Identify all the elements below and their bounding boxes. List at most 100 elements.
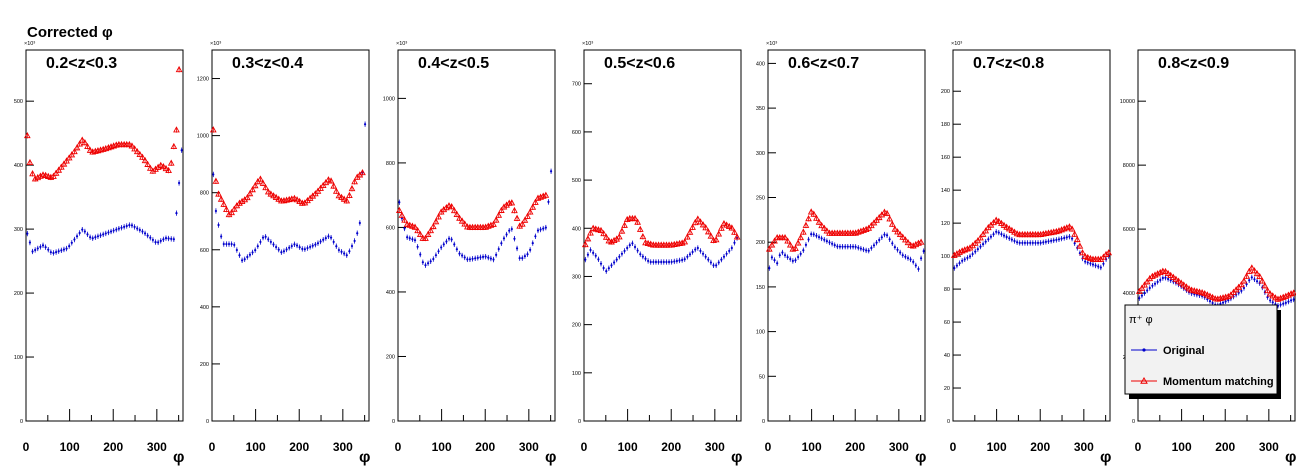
data-point xyxy=(290,244,293,248)
y-tick-label: 8000 xyxy=(1123,163,1135,169)
data-point xyxy=(786,241,794,248)
data-point xyxy=(605,237,613,244)
y-tick-label: 500 xyxy=(572,178,581,184)
series-original xyxy=(212,121,367,263)
data-point xyxy=(1044,240,1047,243)
data-point xyxy=(521,256,524,260)
data-point xyxy=(1183,283,1190,290)
y-tick-label: 400 xyxy=(386,290,395,296)
data-point xyxy=(37,172,44,179)
x-tick-label: 100 xyxy=(1172,440,1192,454)
series-momentum-matching xyxy=(23,65,183,182)
data-point xyxy=(612,261,616,264)
data-point xyxy=(76,140,83,147)
data-point xyxy=(1002,234,1006,237)
data-point xyxy=(950,251,958,258)
data-point xyxy=(31,250,34,253)
data-point xyxy=(516,222,524,229)
data-point xyxy=(162,238,165,241)
data-point xyxy=(524,212,531,219)
data-point xyxy=(149,236,152,239)
data-point xyxy=(230,242,233,246)
data-point xyxy=(1094,264,1097,267)
data-point xyxy=(1084,253,1092,261)
series-original xyxy=(26,147,183,256)
data-point xyxy=(599,262,603,265)
data-point xyxy=(427,226,435,234)
data-point xyxy=(1166,277,1170,281)
data-point xyxy=(1000,232,1003,236)
y-tick-label: 100 xyxy=(14,355,23,361)
data-point xyxy=(1026,241,1029,245)
data-point xyxy=(259,240,262,244)
data-point xyxy=(686,228,694,235)
data-point xyxy=(1021,241,1024,245)
data-point xyxy=(542,227,545,230)
legend-label: Momentum matching xyxy=(1163,376,1274,388)
y-tick-label: 400 xyxy=(14,163,23,169)
data-point xyxy=(450,238,453,241)
data-point xyxy=(1203,291,1211,298)
data-point xyxy=(350,244,354,248)
y-tick-label: 800 xyxy=(200,191,209,197)
data-point xyxy=(1255,280,1259,283)
data-point xyxy=(28,241,32,244)
data-point xyxy=(335,245,338,248)
data-point xyxy=(44,246,47,249)
data-point xyxy=(870,246,873,250)
data-point xyxy=(636,249,639,252)
data-point xyxy=(615,258,618,261)
data-point xyxy=(282,250,286,253)
x-tick-label: 100 xyxy=(802,440,822,454)
y-tick-label: 300 xyxy=(756,151,765,157)
data-point xyxy=(298,246,301,249)
data-point xyxy=(966,256,969,259)
data-point xyxy=(1081,252,1089,260)
data-point xyxy=(1065,236,1068,239)
data-point xyxy=(1031,241,1034,245)
data-point xyxy=(68,151,76,158)
data-point xyxy=(73,144,81,151)
data-point xyxy=(1071,230,1079,237)
data-point xyxy=(146,164,154,171)
data-point xyxy=(1285,291,1292,298)
data-point xyxy=(597,258,600,261)
data-point xyxy=(251,251,254,254)
axis-multiplier-label: ×10³ xyxy=(766,41,777,47)
data-point xyxy=(453,210,461,217)
x-tick-label: 100 xyxy=(987,440,1007,454)
series-original xyxy=(768,231,925,272)
y-tick-label: 20 xyxy=(944,386,950,392)
data-point xyxy=(343,252,346,255)
data-point xyxy=(236,199,243,206)
data-point xyxy=(267,190,275,197)
data-point xyxy=(633,245,637,249)
x-tick-label: 200 xyxy=(1215,440,1235,454)
data-point xyxy=(1143,278,1151,285)
x-axis-label: φ xyxy=(1100,449,1111,466)
data-point xyxy=(1008,226,1016,234)
data-point xyxy=(246,255,249,259)
data-point xyxy=(353,239,356,243)
data-point xyxy=(813,214,820,221)
data-point xyxy=(81,228,84,231)
data-point xyxy=(958,262,961,265)
y-tick-label: 0 xyxy=(578,419,581,425)
data-point xyxy=(411,238,414,241)
data-point xyxy=(620,252,624,255)
data-point xyxy=(55,166,63,173)
data-point xyxy=(636,225,644,232)
data-point xyxy=(138,228,141,232)
data-point xyxy=(878,238,881,242)
data-point xyxy=(992,233,995,236)
y-tick-label: 150 xyxy=(756,285,765,291)
data-point xyxy=(230,205,238,212)
data-point xyxy=(348,184,356,192)
panel-7: 02000400060008000100000100200300φ0.8<z<0… xyxy=(1120,49,1296,466)
data-point xyxy=(442,243,445,246)
data-point xyxy=(628,244,631,247)
data-point xyxy=(296,197,304,204)
data-point xyxy=(60,249,63,252)
data-point xyxy=(269,240,272,244)
data-point xyxy=(862,225,870,232)
